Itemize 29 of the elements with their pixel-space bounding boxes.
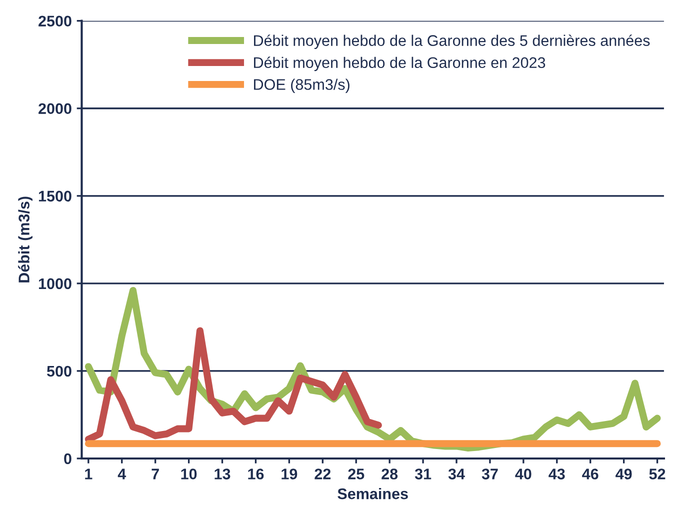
x-tick-label: 52 (649, 468, 666, 480)
legend-label: DOE (85m3/s) (254, 78, 350, 93)
x-axis-title: Semaines (338, 488, 408, 500)
x-tick-label: 25 (348, 468, 364, 480)
y-tick-label: 0 (64, 453, 72, 464)
y-tick-label: 1000 (38, 278, 72, 290)
y-tick-label: 2500 (38, 16, 72, 27)
x-tick-label: 43 (548, 468, 565, 480)
x-tick-label: 4 (118, 468, 126, 480)
x-tick-label: 40 (515, 468, 532, 480)
x-tick-label: 10 (181, 468, 197, 480)
y-tick-label: 500 (46, 366, 72, 377)
x-tick-label: 19 (282, 468, 298, 480)
x-tick-label: 46 (582, 468, 598, 480)
x-tick-label: 22 (314, 468, 331, 480)
x-tick-label: 1 (85, 468, 92, 480)
x-tick-label: 34 (448, 468, 465, 480)
y-axis-title: Débit (m3/s) (18, 196, 32, 282)
x-tick-label: 37 (482, 468, 498, 480)
x-tick-label: 16 (248, 468, 264, 480)
y-tick-label: 1500 (38, 190, 72, 202)
x-tick-label: 28 (382, 468, 398, 480)
x-tick-label: 31 (414, 468, 432, 480)
x-tick-label: 13 (214, 468, 230, 480)
x-tick-label: 49 (616, 468, 632, 480)
y-tick-label: 2000 (38, 103, 72, 114)
legend-label: Débit moyen hebdo de la Garonne en 2023 (254, 56, 546, 72)
legend-label: Débit moyen hebdo de la Garonne des 5 dernières années (254, 34, 650, 50)
x-tick-label: 7 (152, 468, 159, 480)
